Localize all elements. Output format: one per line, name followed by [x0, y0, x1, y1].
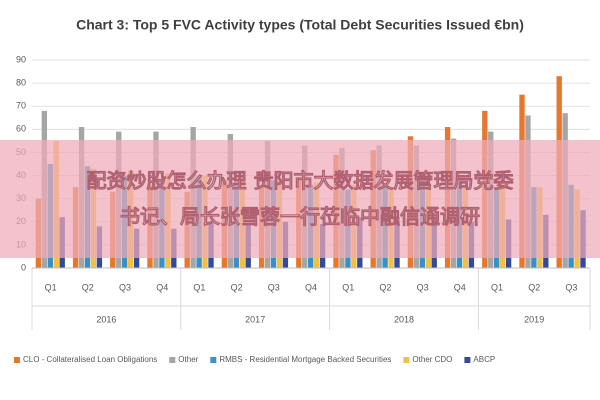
group-label: 2018 — [394, 314, 414, 324]
x-tick-label: Q1 — [491, 282, 503, 292]
x-tick-label: Q3 — [268, 282, 280, 292]
x-tick-label: Q1 — [45, 282, 57, 292]
x-tick-label: Q2 — [82, 282, 94, 292]
legend-swatch — [14, 357, 20, 363]
legend-label: Other CDO — [412, 355, 452, 364]
y-tick-label: 70 — [16, 101, 26, 111]
legend-label: CLO - Collateralised Loan Obligations — [23, 355, 157, 364]
group-label: 2016 — [96, 314, 116, 324]
x-tick-label: Q2 — [231, 282, 243, 292]
group-label: 2017 — [245, 314, 265, 324]
legend-label: RMBS - Residential Mortgage Backed Secur… — [219, 355, 391, 364]
x-tick-label: Q1 — [193, 282, 205, 292]
x-tick-label: Q4 — [156, 282, 168, 292]
x-tick-label: Q2 — [528, 282, 540, 292]
y-tick-label: 0 — [21, 262, 26, 272]
y-tick-label: 90 — [16, 54, 26, 64]
x-tick-label: Q3 — [119, 282, 131, 292]
x-tick-label: Q2 — [379, 282, 391, 292]
x-tick-label: Q3 — [565, 282, 577, 292]
chart-title: Chart 3: Top 5 FVC Activity types (Total… — [76, 17, 524, 33]
legend-label: ABCP — [473, 355, 495, 364]
x-tick-label: Q4 — [454, 282, 466, 292]
group-label: 2019 — [524, 314, 544, 324]
legend-swatch — [464, 357, 471, 363]
legend-swatch — [169, 357, 176, 363]
x-tick-label: Q3 — [417, 282, 429, 292]
x-tick-label: Q1 — [342, 282, 354, 292]
legend-swatch — [210, 357, 217, 363]
x-tick-label: Q4 — [305, 282, 317, 292]
legend-swatch — [403, 357, 410, 363]
legend-label: Other — [178, 355, 198, 364]
y-tick-label: 80 — [16, 77, 26, 87]
overlay-text: 书记、局长张雪蓉一行莅临中融信通调研 — [120, 205, 480, 229]
overlay-band — [0, 140, 600, 258]
y-tick-label: 60 — [16, 124, 26, 134]
overlay-text: 配资炒股怎么办理 贵阳市大数据发展管理局党委 — [87, 169, 514, 193]
